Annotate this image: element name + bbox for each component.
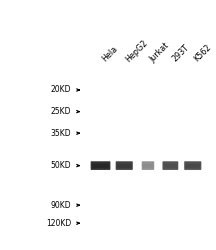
FancyBboxPatch shape [116,161,133,170]
Text: K562: K562 [193,43,214,64]
FancyBboxPatch shape [91,161,110,170]
Text: 20KD: 20KD [51,86,71,94]
FancyBboxPatch shape [186,164,200,168]
Text: 120KD: 120KD [46,219,71,228]
Text: 35KD: 35KD [51,129,71,138]
Text: 50KD: 50KD [51,161,71,170]
Text: 293T: 293T [170,44,191,64]
Text: HepG2: HepG2 [124,38,150,64]
FancyBboxPatch shape [164,164,177,168]
FancyBboxPatch shape [142,161,154,170]
Text: Jurkat: Jurkat [148,41,171,64]
Text: 25KD: 25KD [51,107,71,116]
FancyBboxPatch shape [143,164,153,168]
FancyBboxPatch shape [92,164,109,168]
Text: Hela: Hela [100,45,120,64]
FancyBboxPatch shape [184,161,201,170]
FancyBboxPatch shape [117,164,131,168]
FancyBboxPatch shape [162,161,178,170]
Text: 90KD: 90KD [51,201,71,210]
